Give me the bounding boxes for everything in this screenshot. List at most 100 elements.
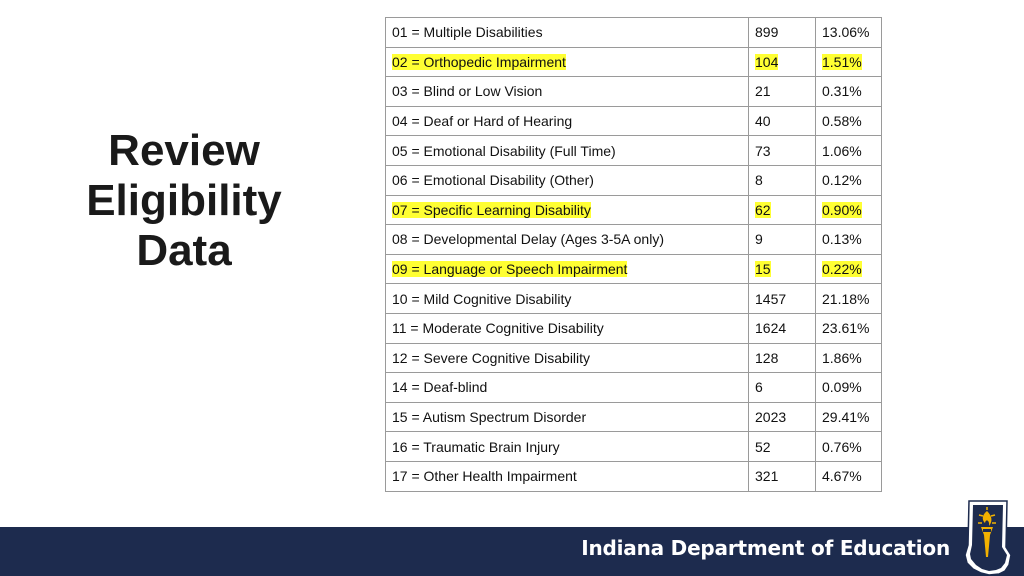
row-label: 04 = Deaf or Hard of Hearing	[385, 105, 749, 137]
row-label-text: 03 = Blind or Low Vision	[392, 83, 543, 100]
table-row: 07 = Specific Learning Disability 62 0.90%	[385, 194, 882, 226]
row-percent: 4.67%	[815, 460, 882, 492]
row-count: 6	[748, 372, 816, 403]
torch-indiana-state-icon	[964, 500, 1012, 576]
row-count: 1457	[748, 283, 816, 314]
row-percent-text: 1.51%	[822, 53, 862, 70]
row-percent-text: 0.58%	[822, 113, 862, 130]
row-label: 14 = Deaf-blind	[385, 372, 749, 403]
table-row: 05 = Emotional Disability (Full Time) 73 1…	[385, 135, 882, 166]
row-label-text: 11 = Moderate Cognitive Disability	[392, 320, 604, 337]
table-row: 09 = Language or Speech Impairment 15 0.22…	[385, 253, 882, 285]
row-percent-text: 1.86%	[822, 349, 862, 366]
title-line: Data	[136, 226, 232, 275]
row-percent-text: 0.13%	[822, 231, 862, 248]
table-row: 08 = Developmental Delay (Ages 3-5A only…	[385, 224, 882, 255]
row-count: 15	[748, 253, 816, 285]
row-label: 03 = Blind or Low Vision	[385, 76, 749, 107]
row-label: 12 = Severe Cognitive Disability	[385, 342, 749, 374]
row-label-text: 01 = Multiple Disabilities	[392, 24, 543, 41]
row-percent-text: 0.76%	[822, 438, 862, 455]
row-count-text: 1457	[755, 290, 787, 307]
row-count: 62	[748, 194, 816, 226]
row-count: 104	[748, 46, 816, 78]
row-label: 10 = Mild Cognitive Disability	[385, 283, 749, 314]
slide-title: Review Eligibility Data	[60, 126, 308, 276]
row-percent-text: 29.41%	[822, 409, 870, 426]
row-count-text: 6	[755, 379, 763, 396]
row-label: 16 = Traumatic Brain Injury	[385, 431, 749, 462]
row-count-text: 128	[755, 349, 779, 366]
table-row: 03 = Blind or Low Vision 21 0.31%	[385, 76, 882, 107]
row-percent-text: 21.18%	[822, 290, 870, 307]
row-label-text: 07 = Specific Learning Disability	[392, 201, 591, 218]
row-count-text: 40	[755, 113, 771, 130]
row-count: 9	[748, 224, 816, 255]
row-percent-text: 1.06%	[822, 142, 862, 159]
row-percent: 1.51%	[815, 46, 882, 78]
org-name: Indiana Department of Education	[581, 536, 950, 560]
row-label-text: 16 = Traumatic Brain Injury	[392, 438, 560, 455]
row-label: 01 = Multiple Disabilities	[385, 17, 749, 48]
row-count-text: 104	[755, 53, 779, 70]
row-count-text: 73	[755, 142, 771, 159]
row-count: 8	[748, 164, 816, 196]
row-count-text: 321	[755, 468, 779, 485]
row-percent: 23.61%	[815, 312, 882, 344]
row-count: 899	[748, 17, 816, 48]
table-row: 16 = Traumatic Brain Injury 52 0.76%	[385, 431, 882, 462]
row-count-text: 8	[755, 172, 763, 189]
table-row: 02 = Orthopedic Impairment 104 1.51%	[385, 46, 882, 78]
row-label-text: 10 = Mild Cognitive Disability	[392, 290, 572, 307]
row-percent: 0.58%	[815, 105, 882, 137]
row-percent-text: 0.31%	[822, 83, 862, 100]
row-percent: 0.31%	[815, 76, 882, 107]
table-row: 06 = Emotional Disability (Other) 8 0.12%	[385, 164, 882, 196]
table-row: 12 = Severe Cognitive Disability 128 1.86%	[385, 342, 882, 374]
table-row: 11 = Moderate Cognitive Disability 1624 23…	[385, 312, 882, 344]
row-label-text: 15 = Autism Spectrum Disorder	[392, 409, 587, 426]
row-percent: 1.06%	[815, 135, 882, 166]
row-label: 06 = Emotional Disability (Other)	[385, 164, 749, 196]
row-count-text: 2023	[755, 409, 787, 426]
row-percent-text: 23.61%	[822, 320, 870, 337]
row-count: 73	[748, 135, 816, 166]
table-row: 01 = Multiple Disabilities 899 13.06%	[385, 17, 882, 48]
row-percent-text: 0.12%	[822, 172, 862, 189]
row-percent: 21.18%	[815, 283, 882, 314]
row-count-text: 62	[755, 201, 771, 218]
row-label: 02 = Orthopedic Impairment	[385, 46, 749, 78]
eligibility-table: 01 = Multiple Disabilities 899 13.06% 02 = …	[385, 17, 882, 492]
row-label-text: 17 = Other Health Impairment	[392, 468, 577, 485]
title-line: Eligibility	[86, 176, 282, 225]
row-percent-text: 0.90%	[822, 201, 862, 218]
row-count-text: 21	[755, 83, 771, 100]
row-count: 128	[748, 342, 816, 374]
row-count-text: 9	[755, 231, 763, 248]
row-label-text: 09 = Language or Speech Impairment	[392, 261, 628, 278]
row-percent: 13.06%	[815, 17, 882, 48]
row-count: 52	[748, 431, 816, 462]
row-label: 17 = Other Health Impairment	[385, 460, 749, 492]
row-count-text: 899	[755, 24, 779, 41]
row-label-text: 12 = Severe Cognitive Disability	[392, 349, 591, 366]
table-row: 10 = Mild Cognitive Disability 1457 21.18%	[385, 283, 882, 314]
table-row: 15 = Autism Spectrum Disorder 2023 29.41%	[385, 401, 882, 433]
row-count-text: 52	[755, 438, 771, 455]
row-count-text: 15	[755, 261, 771, 278]
row-count: 21	[748, 76, 816, 107]
row-percent: 0.13%	[815, 224, 882, 255]
table-row: 14 = Deaf-blind 6 0.09%	[385, 372, 882, 403]
row-percent-text: 0.09%	[822, 379, 862, 396]
row-label: 08 = Developmental Delay (Ages 3-5A only…	[385, 224, 749, 255]
table-row: 04 = Deaf or Hard of Hearing 40 0.58%	[385, 105, 882, 137]
row-count: 40	[748, 105, 816, 137]
table-row: 17 = Other Health Impairment 321 4.67%	[385, 460, 882, 492]
row-count: 321	[748, 460, 816, 492]
row-label-text: 04 = Deaf or Hard of Hearing	[392, 113, 573, 130]
row-label-text: 06 = Emotional Disability (Other)	[392, 172, 594, 189]
row-count: 1624	[748, 312, 816, 344]
row-label: 11 = Moderate Cognitive Disability	[385, 312, 749, 344]
row-percent: 0.76%	[815, 431, 882, 462]
row-percent-text: 4.67%	[822, 468, 862, 485]
